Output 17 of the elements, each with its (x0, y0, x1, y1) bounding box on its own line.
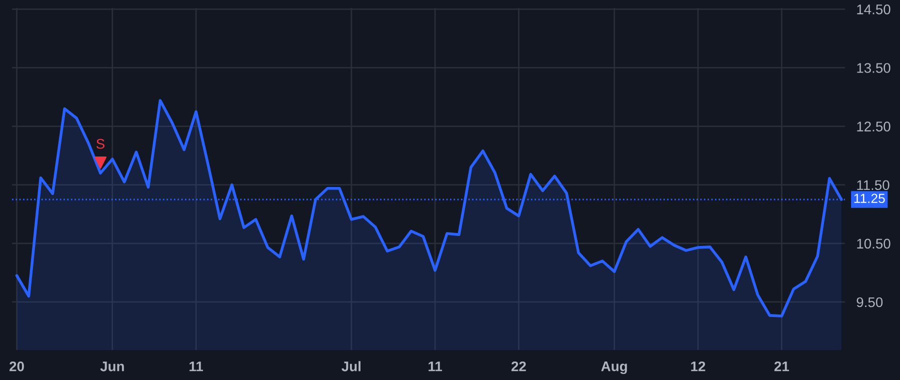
ref-line-label: 11.25 (854, 194, 885, 204)
y-tick-label: 12.50 (857, 122, 890, 132)
y-tick-label: 13.50 (857, 63, 890, 73)
y-tick-label: 14.50 (857, 4, 890, 14)
x-tick-label: 22 (511, 361, 526, 372)
x-tick-label: 20 (10, 361, 24, 372)
data-label: S (96, 138, 104, 149)
x-tick-label: 11 (428, 362, 442, 372)
y-tick-label: 11.50 (857, 180, 890, 190)
x-tick-label: Jul (342, 361, 360, 372)
x-tick-label: Jun (100, 362, 124, 372)
y-tick-label: 10.50 (857, 238, 890, 249)
x-tick-label: 12 (691, 361, 706, 372)
x-tick-label: 21 (774, 361, 789, 372)
x-tick-label: Aug (601, 362, 627, 374)
y-tick-label: 9.50 (856, 297, 883, 308)
x-tick-label: 11 (190, 362, 204, 372)
